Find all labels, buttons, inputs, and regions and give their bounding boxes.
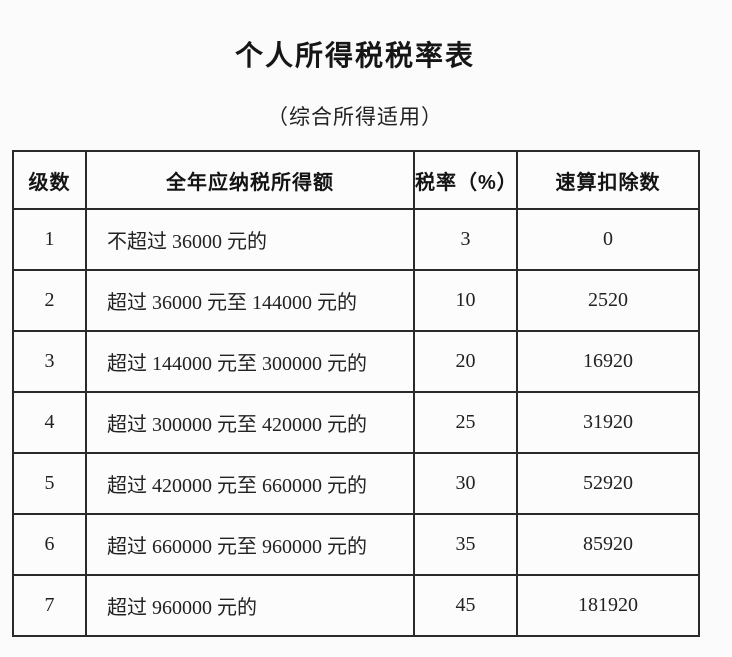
cell-level: 7 bbox=[12, 574, 87, 637]
cell-income: 超过 660000 元至 960000 元的 bbox=[85, 513, 415, 576]
cell-deduction: 181920 bbox=[516, 574, 700, 637]
table-row: 5 超过 420000 元至 660000 元的 30 52920 bbox=[12, 452, 700, 515]
cell-level: 5 bbox=[12, 452, 87, 515]
cell-level: 1 bbox=[12, 208, 87, 271]
cell-level: 3 bbox=[12, 330, 87, 393]
page-subtitle: （综合所得适用） bbox=[267, 105, 443, 129]
cell-rate: 45 bbox=[413, 574, 518, 637]
cell-rate: 35 bbox=[413, 513, 518, 576]
header-rate: 税率（%） bbox=[413, 150, 518, 210]
cell-level: 2 bbox=[12, 269, 87, 332]
header-deduction: 速算扣除数 bbox=[516, 150, 700, 210]
cell-deduction: 0 bbox=[516, 208, 700, 271]
cell-deduction: 2520 bbox=[516, 269, 700, 332]
cell-rate: 20 bbox=[413, 330, 518, 393]
table-row: 3 超过 144000 元至 300000 元的 20 16920 bbox=[12, 330, 700, 393]
tax-rate-table: 级数 全年应纳税所得额 税率（%） 速算扣除数 1 不超过 36000 元的 3… bbox=[12, 150, 700, 637]
cell-income: 超过 36000 元至 144000 元的 bbox=[85, 269, 415, 332]
cell-income: 不超过 36000 元的 bbox=[85, 208, 415, 271]
cell-rate: 25 bbox=[413, 391, 518, 454]
cell-deduction: 16920 bbox=[516, 330, 700, 393]
cell-rate: 10 bbox=[413, 269, 518, 332]
cell-deduction: 52920 bbox=[516, 452, 700, 515]
cell-level: 4 bbox=[12, 391, 87, 454]
page-title: 个人所得税税率表 bbox=[234, 41, 475, 72]
cell-level: 6 bbox=[12, 513, 87, 576]
header-income: 全年应纳税所得额 bbox=[85, 150, 415, 210]
cell-rate: 3 bbox=[413, 208, 518, 271]
table-row: 2 超过 36000 元至 144000 元的 10 2520 bbox=[12, 269, 700, 332]
table-header-row: 级数 全年应纳税所得额 税率（%） 速算扣除数 bbox=[12, 150, 700, 210]
cell-deduction: 85920 bbox=[516, 513, 700, 576]
table-row: 4 超过 300000 元至 420000 元的 25 31920 bbox=[12, 391, 700, 454]
header-level: 级数 bbox=[12, 150, 87, 210]
cell-income: 超过 960000 元的 bbox=[85, 574, 415, 637]
cell-income: 超过 144000 元至 300000 元的 bbox=[85, 330, 415, 393]
cell-rate: 30 bbox=[413, 452, 518, 515]
cell-income: 超过 420000 元至 660000 元的 bbox=[85, 452, 415, 515]
table-row: 7 超过 960000 元的 45 181920 bbox=[12, 574, 700, 637]
table-row: 6 超过 660000 元至 960000 元的 35 85920 bbox=[12, 513, 700, 576]
table-row: 1 不超过 36000 元的 3 0 bbox=[12, 208, 700, 271]
cell-deduction: 31920 bbox=[516, 391, 700, 454]
cell-income: 超过 300000 元至 420000 元的 bbox=[85, 391, 415, 454]
